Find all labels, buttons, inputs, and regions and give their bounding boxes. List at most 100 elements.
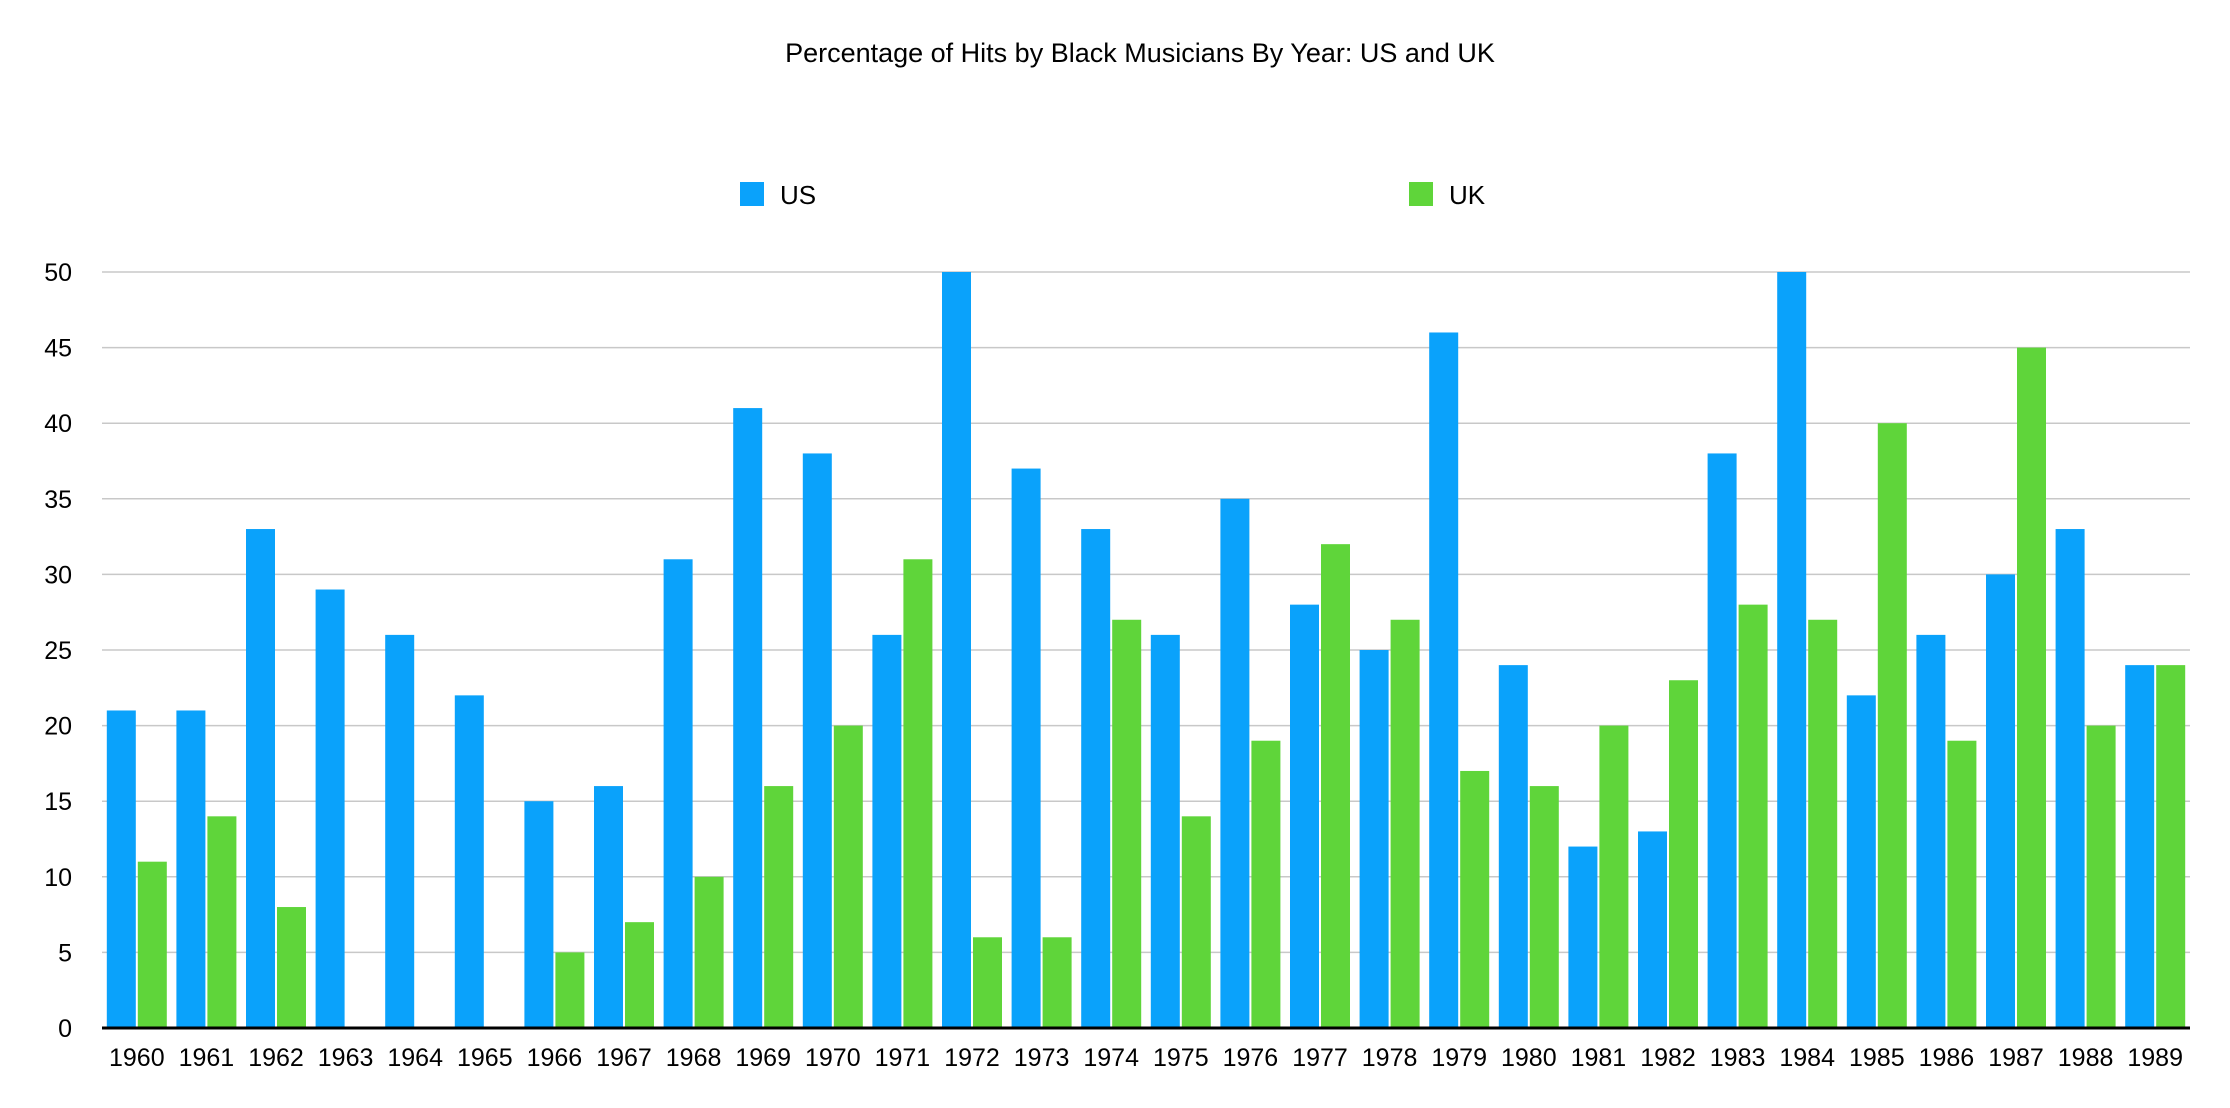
legend-item-us: US (740, 180, 816, 210)
y-tick-label: 5 (58, 939, 72, 967)
x-tick-label: 1987 (1988, 1044, 2044, 1072)
bar-us-1962 (246, 529, 275, 1028)
bar-uk-1988 (2086, 725, 2116, 1028)
y-tick-label: 30 (44, 561, 72, 589)
bar-uk-1975 (1181, 816, 1211, 1028)
bar-uk-1981 (1599, 725, 1629, 1028)
bar-uk-1972 (973, 937, 1002, 1028)
bar-us-1987 (1986, 574, 2015, 1028)
bar-uk-1986 (1947, 740, 1977, 1028)
bar-uk-1970 (833, 725, 863, 1028)
bar-us-1970 (802, 453, 832, 1028)
legend-label-uk: UK (1449, 180, 1486, 210)
bar-us-1976 (1220, 498, 1250, 1028)
bar-us-1986 (1916, 634, 1946, 1028)
bar-uk-1966 (555, 952, 585, 1028)
y-tick-label: 15 (44, 788, 72, 816)
x-tick-label: 1983 (1710, 1044, 1766, 1072)
bar-us-1972 (942, 272, 971, 1028)
bar-uk-1977 (1321, 544, 1350, 1028)
bar-us-1974 (1081, 529, 1111, 1028)
bar-uk-1976 (1251, 740, 1281, 1028)
bar-uk-1982 (1669, 680, 1698, 1028)
x-tick-label: 1974 (1083, 1044, 1139, 1072)
y-tick-label: 10 (44, 864, 72, 892)
x-tick-label: 1980 (1501, 1044, 1557, 1072)
bar-uk-1985 (1877, 423, 1907, 1028)
x-tick-label: 1973 (1014, 1044, 1070, 1072)
x-tick-label: 1976 (1223, 1044, 1279, 1072)
bars (106, 272, 2186, 1029)
bar-us-1964 (385, 634, 415, 1028)
x-tick-label: 1978 (1362, 1044, 1418, 1072)
bar-us-1968 (663, 559, 693, 1028)
bar-uk-1973 (1042, 937, 1072, 1028)
y-tick-label: 50 (44, 259, 72, 287)
bar-us-1960 (106, 710, 136, 1028)
bar-uk-1987 (2017, 347, 2046, 1029)
x-tick-label: 1960 (109, 1044, 165, 1072)
bar-uk-1971 (903, 559, 933, 1028)
chart-title: Percentage of Hits by Black Musicians By… (785, 38, 1495, 68)
bar-us-1985 (1846, 695, 1876, 1028)
y-tick-label: 0 (58, 1015, 72, 1043)
y-tick-label: 45 (44, 335, 72, 363)
bar-uk-1980 (1529, 786, 1559, 1028)
y-tick-label: 20 (44, 713, 72, 741)
bar-uk-1978 (1390, 619, 1420, 1028)
x-tick-label: 1968 (666, 1044, 722, 1072)
bar-us-1980 (1498, 665, 1528, 1028)
x-tick-label: 1975 (1153, 1044, 1209, 1072)
bar-us-1973 (1011, 468, 1041, 1028)
bar-uk-1974 (1112, 619, 1142, 1028)
x-tick-label: 1981 (1571, 1044, 1627, 1072)
bar-us-1978 (1359, 650, 1389, 1028)
bar-us-1989 (2125, 665, 2155, 1028)
bar-uk-1969 (764, 786, 794, 1028)
x-tick-label: 1984 (1779, 1044, 1835, 1072)
y-axis-ticks: 0 5 10 15 20 25 30 35 40 45 50 (44, 259, 72, 1043)
bar-us-1975 (1150, 634, 1180, 1028)
gridlines (102, 271, 2190, 954)
x-tick-label: 1963 (318, 1044, 374, 1072)
bar-us-1977 (1290, 604, 1319, 1028)
bar-uk-1983 (1738, 604, 1768, 1028)
bar-us-1967 (594, 786, 623, 1028)
x-tick-label: 1961 (179, 1044, 235, 1072)
x-tick-label: 1989 (2127, 1044, 2183, 1072)
x-tick-label: 1985 (1849, 1044, 1905, 1072)
bar-uk-1968 (694, 876, 724, 1028)
bar-us-1984 (1777, 272, 1807, 1028)
bar-us-1969 (733, 408, 763, 1029)
x-tick-label: 1988 (2058, 1044, 2114, 1072)
x-tick-label: 1979 (1431, 1044, 1487, 1072)
bar-us-1983 (1707, 453, 1737, 1028)
x-tick-label: 1965 (457, 1044, 513, 1072)
y-tick-label: 25 (44, 637, 72, 665)
bar-uk-1960 (137, 861, 167, 1028)
x-tick-label: 1970 (805, 1044, 861, 1072)
legend: US UK (740, 180, 1486, 210)
bar-us-1988 (2055, 529, 2085, 1028)
bar-us-1971 (872, 634, 902, 1028)
bar-us-1961 (176, 710, 206, 1028)
x-tick-label: 1964 (387, 1044, 443, 1072)
x-tick-label: 1962 (248, 1044, 304, 1072)
x-tick-label: 1972 (944, 1044, 1000, 1072)
bar-uk-1979 (1460, 770, 1490, 1028)
bar-uk-1962 (277, 907, 306, 1028)
x-tick-label: 1967 (596, 1044, 652, 1072)
x-tick-label: 1982 (1640, 1044, 1696, 1072)
bar-us-1963 (315, 589, 345, 1028)
x-tick-label: 1977 (1292, 1044, 1348, 1072)
bar-uk-1989 (2156, 665, 2186, 1028)
bar-uk-1984 (1808, 619, 1838, 1028)
x-tick-label: 1969 (735, 1044, 791, 1072)
bar-us-1982 (1638, 831, 1667, 1028)
y-tick-label: 40 (44, 410, 72, 438)
bar-us-1965 (454, 695, 484, 1028)
bar-us-1979 (1429, 332, 1459, 1029)
bar-uk-1967 (625, 922, 654, 1028)
x-tick-label: 1971 (875, 1044, 931, 1072)
